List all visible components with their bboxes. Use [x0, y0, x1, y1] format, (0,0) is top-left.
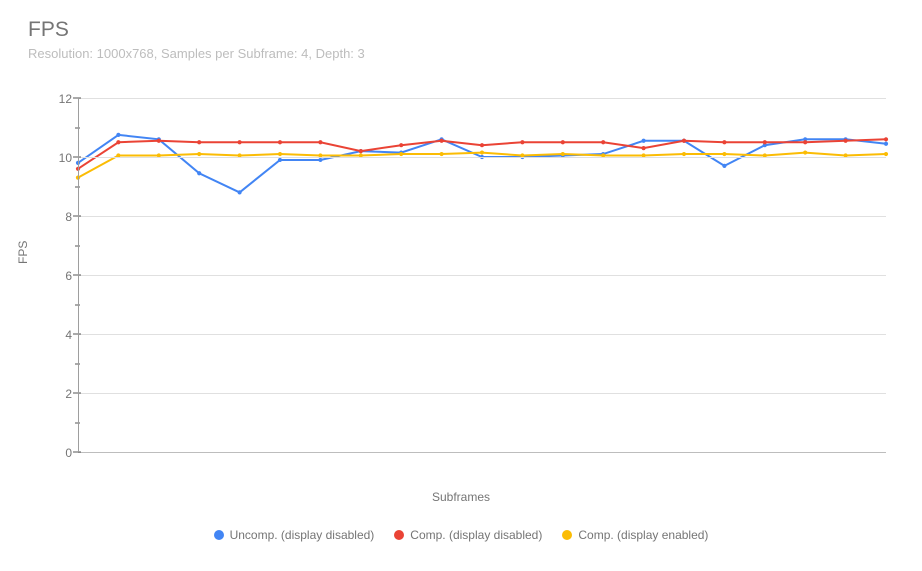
- plot-area: 024681012: [78, 98, 886, 452]
- marker-comp-dis: [480, 143, 484, 147]
- marker-comp-dis: [682, 139, 686, 143]
- gridline: [78, 334, 886, 335]
- marker-uncomp: [238, 190, 242, 194]
- marker-comp-dis: [116, 140, 120, 144]
- y-tick-mark: [73, 275, 81, 276]
- legend-label: Comp. (display enabled): [578, 528, 708, 542]
- chart-container: FPS Resolution: 1000x768, Samples per Su…: [0, 0, 922, 571]
- marker-comp-dis: [278, 140, 282, 144]
- marker-uncomp: [116, 133, 120, 137]
- marker-comp-en: [440, 152, 444, 156]
- chart-title: FPS: [28, 18, 69, 42]
- y-tick-label: 6: [50, 269, 72, 283]
- marker-comp-dis: [884, 137, 888, 141]
- legend-item: Comp. (display enabled): [562, 528, 708, 542]
- marker-comp-en: [278, 152, 282, 156]
- chart-subtitle: Resolution: 1000x768, Samples per Subfra…: [28, 46, 365, 61]
- marker-comp-dis: [601, 140, 605, 144]
- marker-comp-en: [561, 152, 565, 156]
- legend-label: Comp. (display disabled): [410, 528, 542, 542]
- gridline: [78, 452, 886, 453]
- marker-comp-dis: [803, 140, 807, 144]
- gridline: [78, 216, 886, 217]
- y-tick-label: 10: [50, 151, 72, 165]
- y-axis-line: [78, 98, 79, 452]
- y-tick-mark: [73, 334, 81, 335]
- legend-marker-icon: [214, 530, 224, 540]
- y-tick-mark: [73, 452, 81, 453]
- y-axis-label: FPS: [16, 241, 30, 264]
- y-tick-label: 12: [50, 92, 72, 106]
- marker-uncomp: [884, 142, 888, 146]
- y-tick-label: 2: [50, 387, 72, 401]
- marker-comp-en: [682, 152, 686, 156]
- marker-comp-dis: [844, 139, 848, 143]
- marker-comp-dis: [318, 140, 322, 144]
- marker-comp-en: [803, 150, 807, 154]
- marker-uncomp: [278, 158, 282, 162]
- marker-comp-dis: [763, 140, 767, 144]
- legend-label: Uncomp. (display disabled): [230, 528, 375, 542]
- marker-comp-en: [722, 152, 726, 156]
- gridline: [78, 157, 886, 158]
- marker-comp-en: [197, 152, 201, 156]
- marker-comp-dis: [197, 140, 201, 144]
- marker-comp-dis: [157, 139, 161, 143]
- marker-comp-dis: [642, 146, 646, 150]
- gridline: [78, 98, 886, 99]
- legend-item: Uncomp. (display disabled): [214, 528, 375, 542]
- marker-comp-dis: [520, 140, 524, 144]
- marker-comp-dis: [722, 140, 726, 144]
- marker-comp-dis: [238, 140, 242, 144]
- y-tick-mark: [73, 216, 81, 217]
- marker-comp-en: [399, 152, 403, 156]
- marker-comp-dis: [399, 143, 403, 147]
- marker-uncomp: [722, 164, 726, 168]
- marker-comp-dis: [561, 140, 565, 144]
- marker-comp-en: [480, 150, 484, 154]
- y-tick-mark: [73, 98, 81, 99]
- y-tick-label: 0: [50, 446, 72, 460]
- legend-marker-icon: [394, 530, 404, 540]
- gridline: [78, 275, 886, 276]
- y-tick-mark: [73, 393, 81, 394]
- legend: Uncomp. (display disabled) Comp. (display…: [0, 528, 922, 543]
- marker-uncomp: [318, 158, 322, 162]
- marker-uncomp: [197, 171, 201, 175]
- marker-comp-dis: [359, 149, 363, 153]
- y-tick-label: 8: [50, 210, 72, 224]
- legend-marker-icon: [562, 530, 572, 540]
- marker-comp-dis: [440, 139, 444, 143]
- x-axis-label: Subframes: [0, 490, 922, 504]
- legend-item: Comp. (display disabled): [394, 528, 542, 542]
- y-tick-label: 4: [50, 328, 72, 342]
- marker-comp-en: [884, 152, 888, 156]
- marker-uncomp: [642, 139, 646, 143]
- gridline: [78, 393, 886, 394]
- y-tick-mark: [73, 157, 81, 158]
